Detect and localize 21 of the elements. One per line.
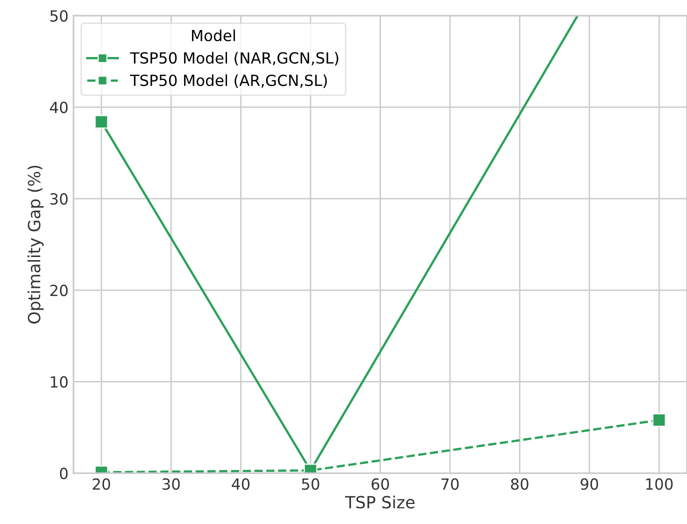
y-tick-label: 50: [50, 10, 68, 22]
x-tick-label: 20: [92, 478, 110, 490]
x-tick-label: 50: [302, 478, 320, 490]
x-tick-label: 90: [580, 478, 598, 490]
x-tick-label: 80: [511, 478, 528, 490]
x-tick-label: 30: [162, 478, 180, 490]
x-tick-label: 40: [232, 478, 250, 490]
point: [94, 115, 108, 129]
x-axis-title: TSP Size: [345, 496, 415, 508]
legend-label: TSP50 Model (NAR,GCN,SL): [130, 52, 338, 66]
y-tick-label: 20: [50, 284, 68, 296]
x-tick-label: 100: [646, 478, 673, 490]
x-tick-label: 60: [372, 478, 389, 490]
legend-title: Model: [192, 29, 235, 42]
legend-label: TSP50 Model (AR,GCN,SL): [130, 74, 327, 88]
y-tick-label: 10: [50, 376, 68, 388]
y-tick-label: 30: [50, 193, 68, 205]
y-tick-label: 0: [60, 468, 68, 480]
x-tick-label: 70: [442, 478, 459, 490]
y-tick-label: 40: [50, 102, 68, 114]
y-axis-title: Optimality Gap (%): [28, 166, 44, 324]
